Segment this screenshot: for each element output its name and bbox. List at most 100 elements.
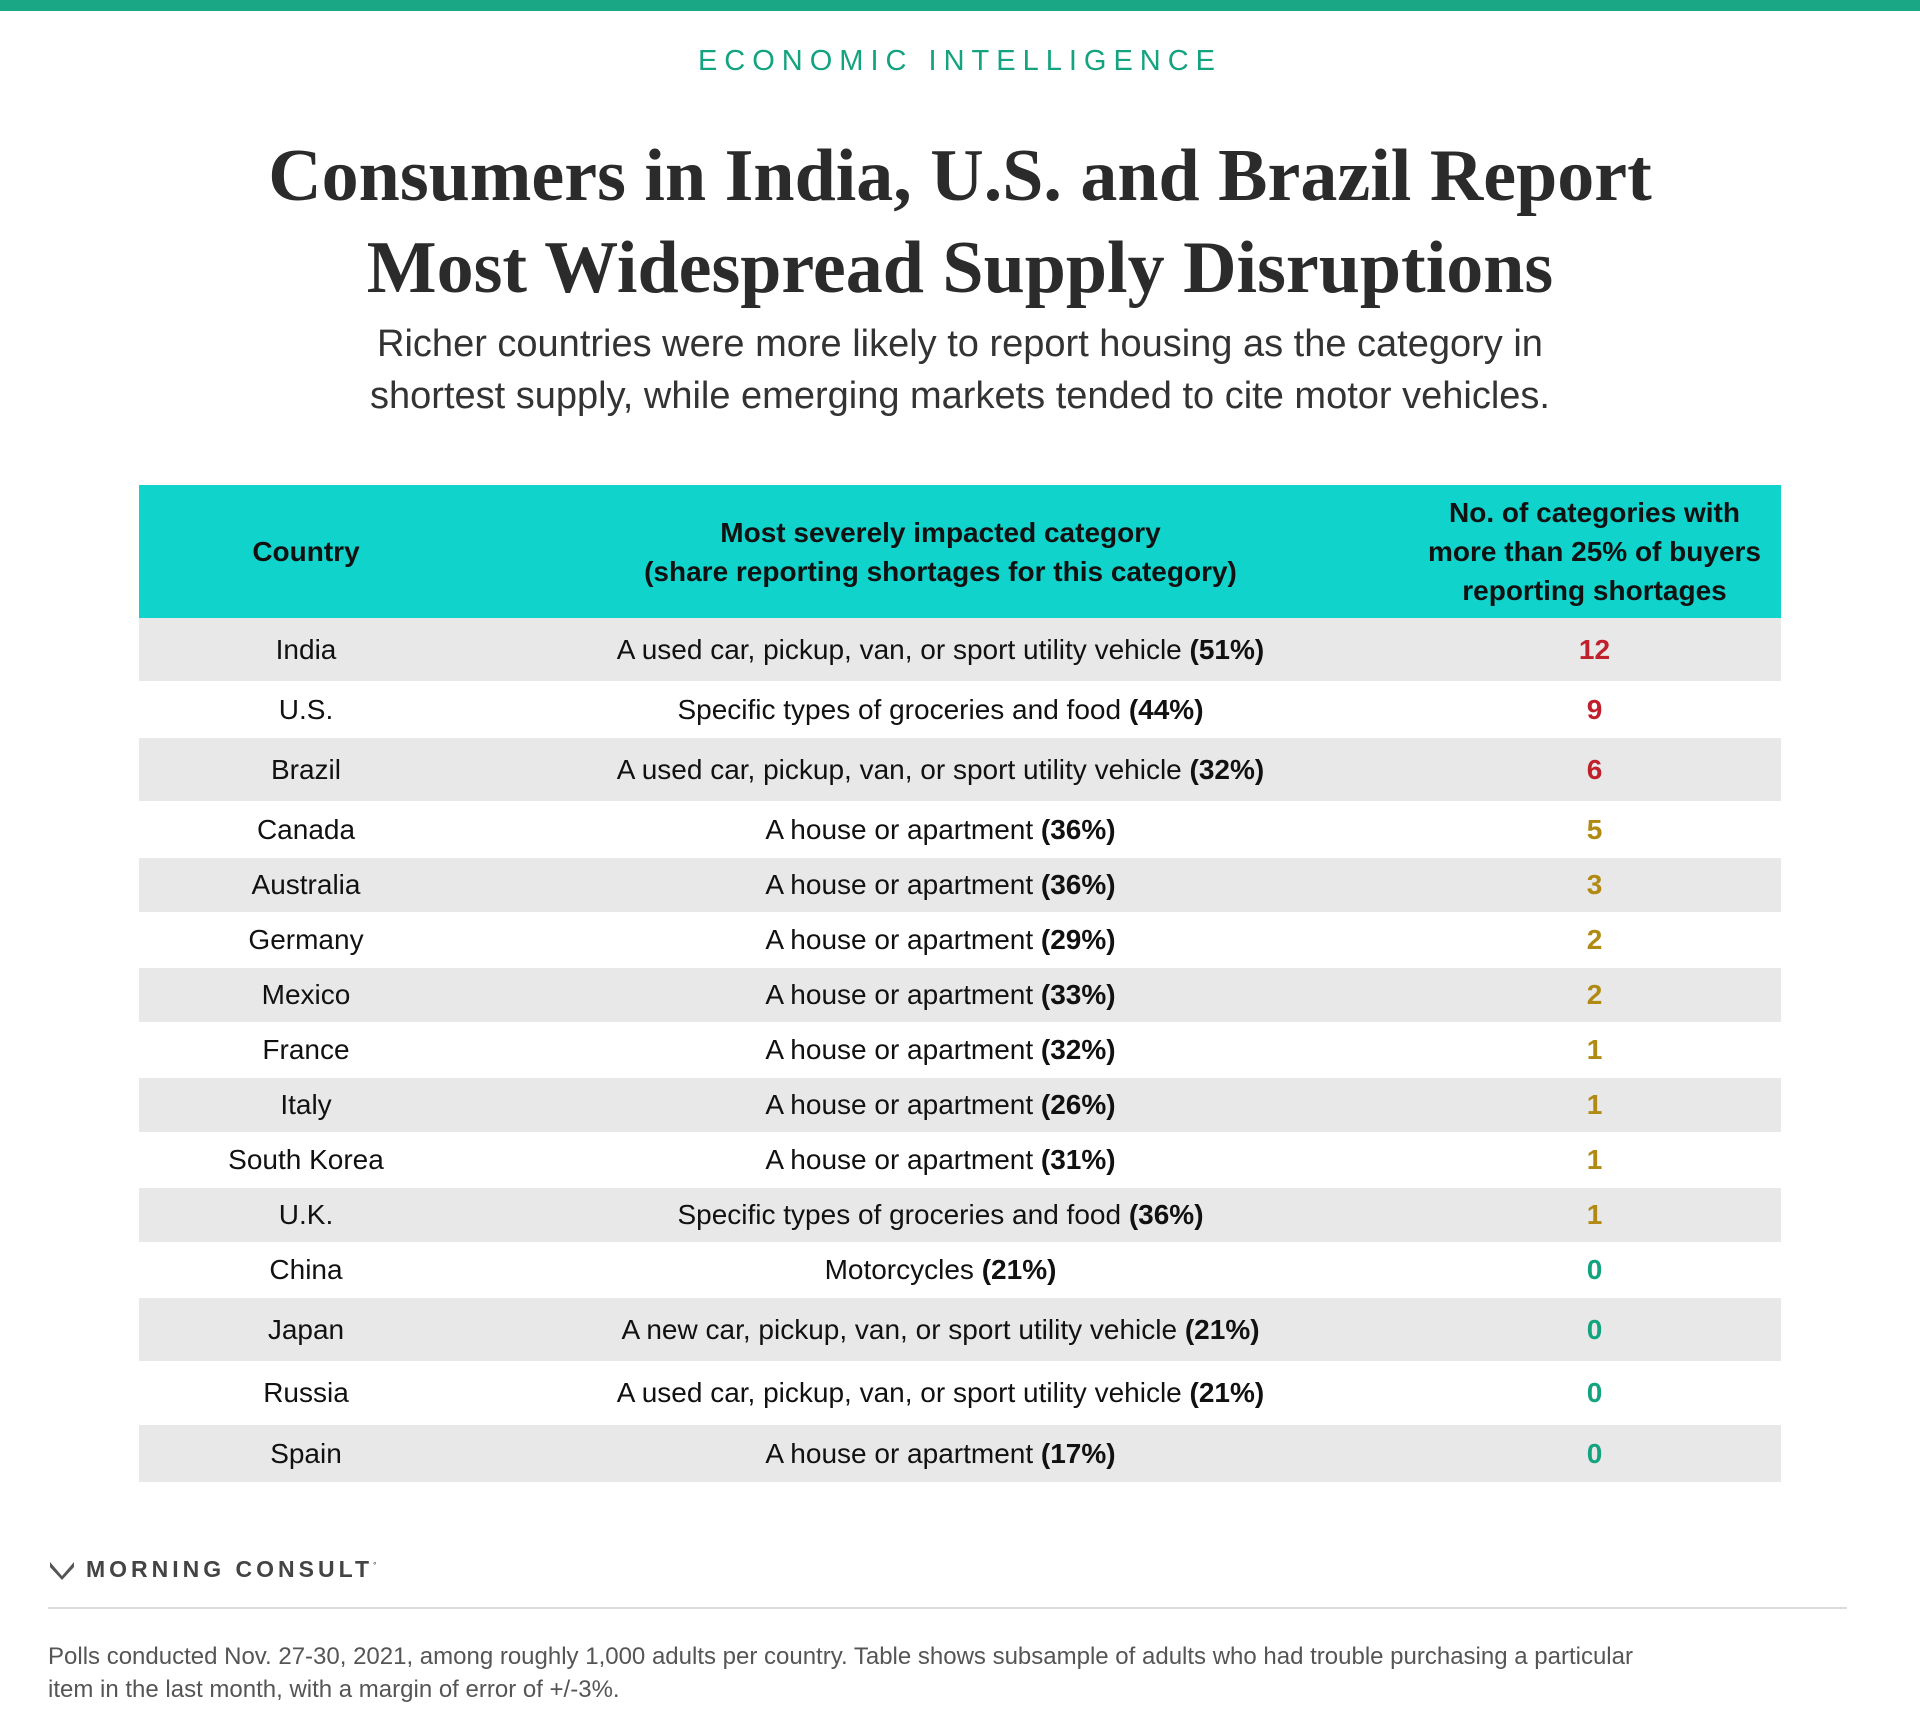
- category-cell: A house or apartment (29%): [473, 924, 1408, 956]
- note-line-2: item in the last month, with a margin of…: [48, 1676, 620, 1703]
- count-value: 0: [1586, 1313, 1603, 1345]
- country-cell: Australia: [251, 869, 361, 900]
- table-row: U.S. Specific types of groceries and food…: [139, 681, 1781, 738]
- category-text: A house or apartment: [765, 1089, 1034, 1120]
- share-value: (21%): [1184, 1313, 1260, 1345]
- count-value: 5: [1586, 813, 1603, 845]
- table-row: Italy A house or apartment (26%) 1: [139, 1078, 1781, 1132]
- share-value: (17%): [1040, 1437, 1116, 1469]
- country-cell: South Korea: [228, 1144, 384, 1175]
- country-cell: U.K.: [278, 1199, 334, 1230]
- table-row: South Korea A house or apartment (31%) 1: [139, 1132, 1781, 1188]
- table-body: India A used car, pickup, van, or sport u…: [139, 618, 1781, 1482]
- header-category-line-2: (share reporting shortages for this cate…: [644, 555, 1237, 587]
- country-cell: Spain: [270, 1437, 342, 1469]
- table-row: Russia A used car, pickup, van, or sport …: [139, 1361, 1781, 1425]
- source-note: Polls conducted Nov. 27-30, 2021, among …: [48, 1640, 1868, 1706]
- share-value: (29%): [1040, 924, 1116, 955]
- header-count-line-2: more than 25% of buyers: [1428, 536, 1761, 567]
- share-value: (21%): [1189, 1377, 1265, 1408]
- country-cell: China: [269, 1254, 343, 1285]
- category-cell: A new car, pickup, van, or sport utility…: [473, 1314, 1408, 1346]
- header-country: Country: [139, 532, 473, 571]
- subtitle-line-1: Richer countries were more likely to rep…: [377, 323, 1543, 365]
- share-value: (44%): [1128, 693, 1204, 725]
- share-value: (31%): [1040, 1144, 1116, 1175]
- category-text: A house or apartment: [765, 1144, 1034, 1175]
- brand-mark: °: [373, 1560, 377, 1571]
- country-cell: Mexico: [261, 979, 351, 1010]
- country-cell: Russia: [263, 1377, 349, 1408]
- title-line-2: Most Widespread Supply Disruptions: [366, 227, 1554, 309]
- category-cell: Specific types of groceries and food (44…: [473, 694, 1408, 726]
- table-row: Spain A house or apartment (17%) 0: [139, 1425, 1781, 1482]
- brand-logo: MORNING CONSULT°: [48, 1556, 377, 1583]
- table-row: China Motorcycles (21%) 0: [139, 1242, 1781, 1298]
- category-text: A house or apartment: [765, 869, 1034, 900]
- country-cell: Brazil: [270, 753, 341, 785]
- header-count-line-3: reporting shortages: [1462, 575, 1727, 606]
- category-text: A house or apartment: [765, 1437, 1034, 1469]
- eyebrow-label: ECONOMIC INTELLIGENCE: [697, 45, 1223, 77]
- table-row: Brazil A used car, pickup, van, or sport …: [139, 738, 1781, 801]
- country-cell: Canada: [256, 813, 356, 845]
- count-value: 9: [1586, 693, 1603, 725]
- country-cell: France: [262, 1034, 350, 1065]
- top-accent-bar: [0, 0, 1920, 11]
- category-cell: A used car, pickup, van, or sport utilit…: [473, 1377, 1408, 1409]
- share-value: (36%): [1040, 869, 1116, 900]
- category-text: A new car, pickup, van, or sport utility…: [621, 1313, 1178, 1345]
- share-value: (33%): [1040, 979, 1116, 1010]
- share-value: (21%): [981, 1254, 1057, 1285]
- category-text: A house or apartment: [765, 924, 1034, 955]
- category-cell: Motorcycles (21%): [473, 1254, 1408, 1286]
- m-logo-icon: [50, 1561, 74, 1580]
- table-row: Canada A house or apartment (36%) 5: [139, 801, 1781, 858]
- country-cell: Italy: [280, 1089, 332, 1120]
- footer-divider: [48, 1607, 1847, 1609]
- count-value: 1: [1586, 1034, 1603, 1065]
- count-value: 1: [1586, 1144, 1603, 1175]
- category-cell: A house or apartment (31%): [473, 1144, 1408, 1176]
- share-value: (51%): [1189, 633, 1265, 665]
- subtitle-line-2: shortest supply, while emerging markets …: [370, 375, 1550, 417]
- count-value: 3: [1586, 869, 1603, 900]
- category-text: A house or apartment: [765, 979, 1034, 1010]
- category-text: A used car, pickup, van, or sport utilit…: [616, 633, 1182, 665]
- country-cell: Japan: [267, 1313, 345, 1345]
- category-text: A house or apartment: [765, 1034, 1034, 1065]
- share-value: (32%): [1040, 1034, 1116, 1065]
- data-table: Country Most severely impacted category …: [139, 485, 1781, 1482]
- header-count: No. of categories with more than 25% of …: [1408, 493, 1781, 610]
- category-cell: A house or apartment (32%): [473, 1034, 1408, 1066]
- note-line-1: Polls conducted Nov. 27-30, 2021, among …: [48, 1643, 1633, 1670]
- table-row: France A house or apartment (32%) 1: [139, 1022, 1781, 1078]
- count-value: 6: [1586, 753, 1603, 785]
- count-value: 12: [1578, 633, 1611, 665]
- count-value: 0: [1586, 1437, 1603, 1469]
- category-cell: A used car, pickup, van, or sport utilit…: [473, 634, 1408, 666]
- count-value: 1: [1586, 1199, 1603, 1230]
- category-cell: A house or apartment (36%): [473, 814, 1408, 846]
- brand-name-text: MORNING CONSULT: [86, 1556, 374, 1582]
- brand-name: MORNING CONSULT°: [86, 1556, 377, 1583]
- share-value: (36%): [1128, 1199, 1204, 1230]
- title-line-1: Consumers in India, U.S. and Brazil Repo…: [268, 135, 1652, 217]
- share-value: (26%): [1040, 1089, 1116, 1120]
- category-text: Specific types of groceries and food: [677, 693, 1122, 725]
- table-row: Japan A new car, pickup, van, or sport ut…: [139, 1298, 1781, 1361]
- count-value: 1: [1586, 1089, 1603, 1120]
- table-row: U.K. Specific types of groceries and food…: [139, 1188, 1781, 1242]
- category-cell: A house or apartment (33%): [473, 979, 1408, 1011]
- table-row: Mexico A house or apartment (33%) 2: [139, 968, 1781, 1022]
- category-cell: A house or apartment (26%): [473, 1089, 1408, 1121]
- count-value: 2: [1586, 924, 1603, 955]
- category-text: Specific types of groceries and food: [677, 1199, 1122, 1230]
- category-text: Motorcycles: [824, 1254, 974, 1285]
- header-count-line-1: No. of categories with: [1449, 497, 1740, 528]
- country-cell: U.S.: [278, 693, 334, 725]
- category-cell: Specific types of groceries and food (36…: [473, 1199, 1408, 1231]
- category-cell: A house or apartment (36%): [473, 869, 1408, 901]
- header-country-label: Country: [252, 536, 360, 567]
- country-cell: India: [275, 633, 337, 665]
